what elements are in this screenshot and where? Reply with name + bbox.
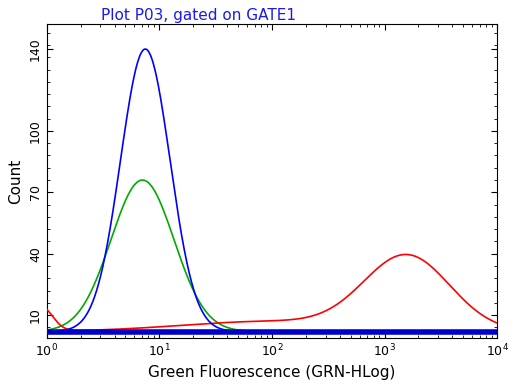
- Text: Plot P03, gated on GATE1: Plot P03, gated on GATE1: [101, 8, 296, 23]
- X-axis label: Green Fluorescence (GRN-HLog): Green Fluorescence (GRN-HLog): [148, 365, 396, 380]
- Y-axis label: Count: Count: [8, 158, 23, 204]
